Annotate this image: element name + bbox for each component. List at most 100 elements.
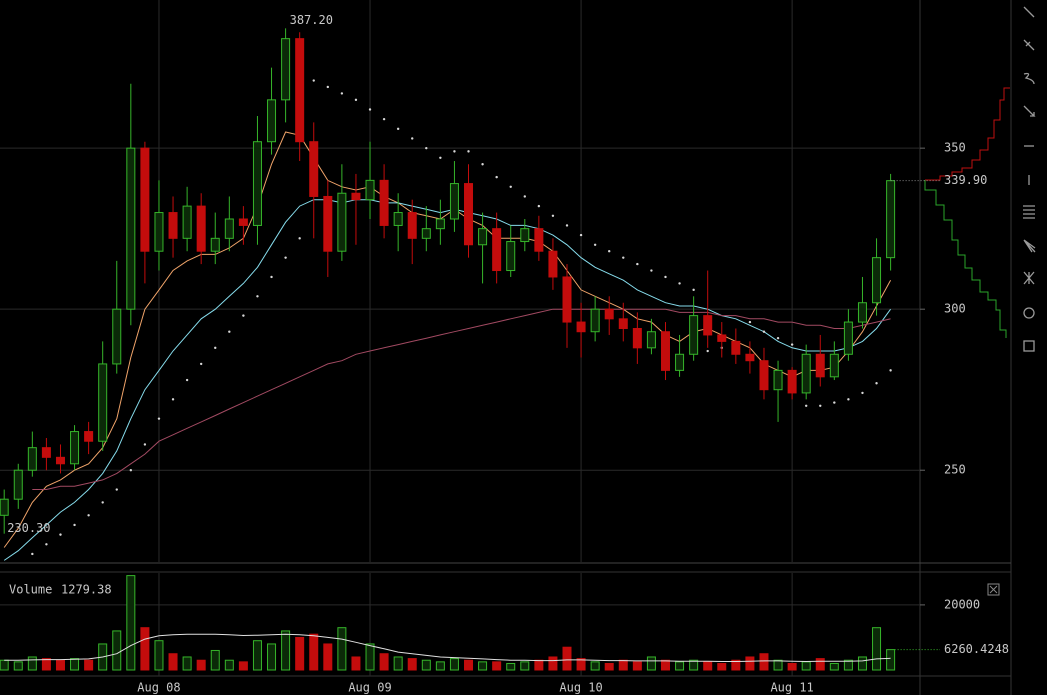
candle-body [309, 141, 319, 197]
candle-body [829, 353, 839, 378]
candle-body [196, 205, 206, 252]
candle-body [407, 212, 417, 239]
sar-dot [382, 117, 386, 121]
high-annotation: 387.20 [290, 13, 333, 27]
tool-line[interactable] [1023, 6, 1035, 18]
sar-dot [171, 398, 175, 401]
tool-arrow[interactable] [1023, 105, 1036, 117]
sar-dot [537, 204, 541, 208]
sar-dot [551, 214, 555, 217]
sar-dot [199, 362, 203, 366]
volume-bar [492, 661, 502, 671]
volume-bar [520, 661, 530, 671]
volume-bar [464, 659, 474, 671]
tool-fan[interactable] [1023, 239, 1036, 253]
sar-dot [129, 469, 133, 472]
candle-body [872, 257, 882, 304]
volume-bar [0, 659, 9, 671]
candle-body [98, 363, 108, 442]
sar-dot [101, 501, 104, 504]
volume-bar [337, 627, 347, 671]
tool-curve[interactable] [1023, 72, 1035, 85]
sar-dot [284, 256, 287, 259]
sar-dot [467, 150, 470, 153]
sar-dot [59, 533, 62, 536]
candle-body [140, 147, 150, 252]
sar-dot [87, 514, 90, 517]
candle-body [84, 431, 94, 442]
volume-bar [196, 659, 206, 671]
candle-body [660, 331, 670, 371]
sar-dot [875, 382, 878, 385]
last-price-label: 339.90 [944, 173, 987, 187]
candle-body [646, 331, 656, 349]
volume-bar [182, 656, 192, 671]
volume-bar [168, 653, 178, 671]
depth-bids [924, 180, 1007, 338]
candle-body [604, 308, 614, 320]
volume-bar [872, 627, 882, 671]
candle-body [815, 353, 825, 378]
sar-dot [523, 195, 526, 198]
sar-dot [115, 488, 118, 491]
sar-dot [228, 330, 231, 333]
candle-body [787, 369, 797, 394]
volume-bar [281, 630, 291, 671]
toolbar [1023, 6, 1036, 352]
tool-fib[interactable] [1023, 205, 1035, 219]
candle-body [562, 276, 572, 323]
sar-dot [340, 92, 344, 95]
volume-bar [407, 658, 417, 671]
candle-body [323, 195, 333, 252]
y-tick-label: 300 [944, 302, 966, 316]
volume-bar [252, 640, 262, 671]
candle-body [675, 353, 685, 371]
sar-dot [706, 349, 709, 353]
candle-body [252, 141, 262, 226]
sar-dot [692, 288, 695, 292]
sar-dot [354, 98, 358, 102]
close-button[interactable] [987, 583, 1000, 596]
sar-dot [636, 262, 639, 266]
sar-dot [453, 150, 456, 153]
sar-dot [608, 250, 611, 253]
candle-body [857, 302, 867, 323]
y-tick-label: 350 [944, 141, 966, 155]
x-tick-label: Aug 10 [559, 681, 602, 695]
candle-body [13, 469, 23, 500]
candle-body [365, 179, 375, 201]
tool-rect[interactable] [1023, 340, 1035, 352]
volume-bar [787, 662, 797, 671]
candle-body [154, 212, 164, 252]
tool-circle[interactable] [1023, 307, 1035, 319]
volume-bar [41, 658, 51, 671]
volume-title: Volume [9, 583, 52, 597]
volume-bar [815, 658, 825, 671]
sar-dot [425, 146, 428, 150]
volume-bar [351, 656, 361, 671]
candle-body [379, 179, 389, 226]
candle-body [168, 212, 178, 239]
volume-bar [576, 658, 586, 671]
volume-bar [703, 661, 713, 671]
sar-dot [776, 336, 780, 340]
volume-bar [632, 661, 642, 671]
sar-dot [593, 243, 597, 246]
sar-dot [833, 401, 836, 404]
candle-body [295, 38, 305, 143]
candle-body [224, 218, 234, 239]
sar-dot [748, 320, 752, 324]
sar-dot [861, 391, 864, 395]
tool-gann[interactable] [1023, 271, 1035, 285]
volume-bar [773, 659, 783, 671]
candle-body [801, 353, 811, 394]
sar-dot [847, 398, 850, 401]
sar-dot [214, 346, 217, 350]
candle-body [112, 308, 122, 365]
candle-body [182, 205, 192, 239]
tool-ray[interactable] [1023, 39, 1035, 51]
candle-body [281, 38, 291, 101]
volume-bar [675, 661, 685, 671]
volume-bar [435, 661, 445, 671]
